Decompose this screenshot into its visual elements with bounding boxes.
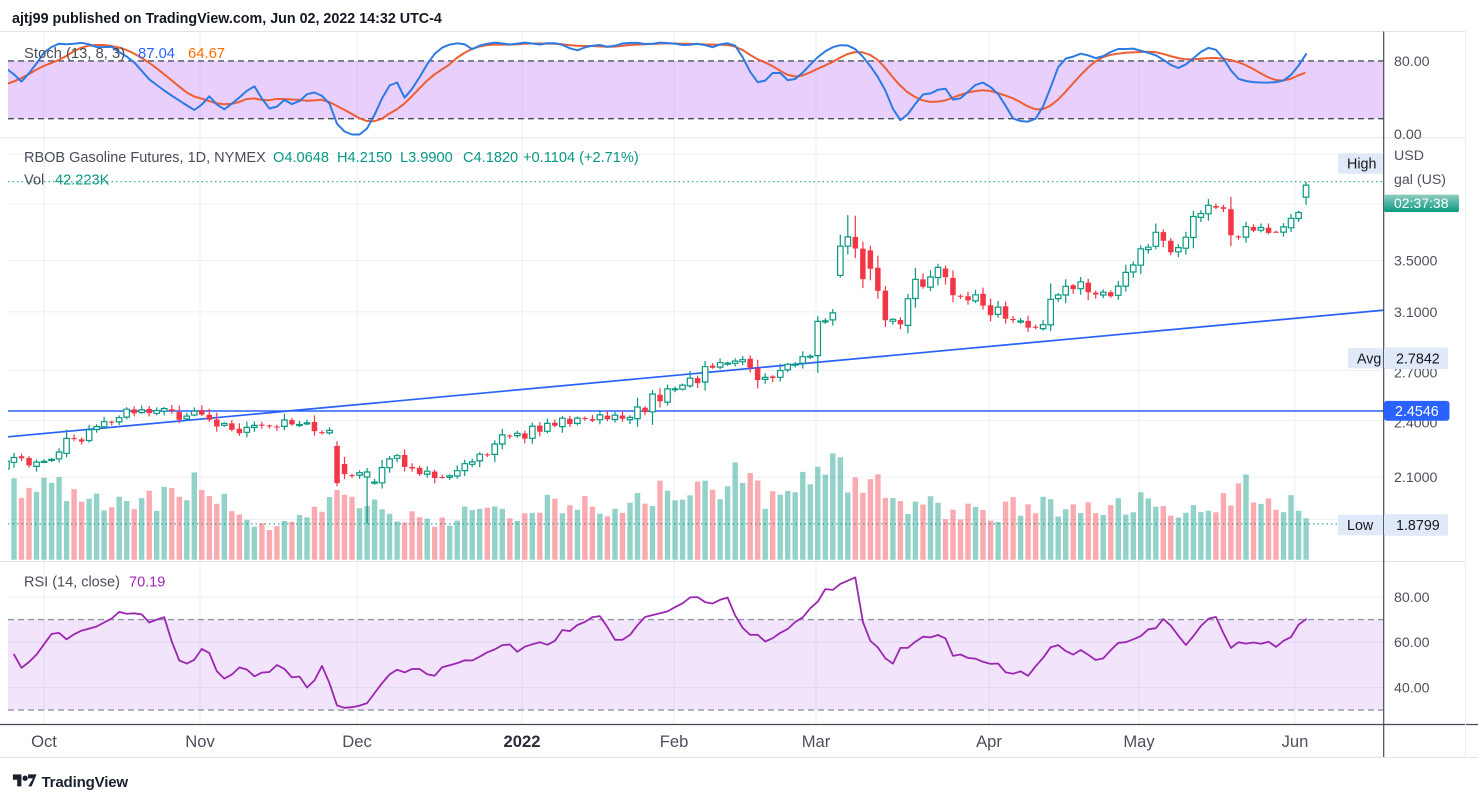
svg-text:Oct: Oct [31, 732, 57, 751]
svg-text:High: High [1347, 157, 1376, 173]
svg-text:Vol: Vol [24, 173, 44, 189]
svg-text:May: May [1123, 732, 1155, 751]
svg-text:Stoch (13, 8, 3): Stoch (13, 8, 3) [24, 46, 125, 62]
svg-text:gal (US): gal (US) [1394, 172, 1446, 188]
svg-text:RSI (14, close): RSI (14, close) [24, 575, 120, 591]
svg-text:3.5000: 3.5000 [1394, 254, 1438, 270]
svg-text:1.8799: 1.8799 [1396, 518, 1440, 534]
svg-text:ajtj99 published on TradingVie: ajtj99 published on TradingView.com, Jun… [12, 11, 442, 27]
svg-text:Low: Low [1347, 518, 1374, 534]
svg-text:70.19: 70.19 [129, 575, 165, 591]
svg-text:L3.9900: L3.9900 [400, 150, 453, 166]
svg-text:2.7000: 2.7000 [1394, 366, 1438, 382]
svg-text:60.00: 60.00 [1394, 635, 1430, 651]
svg-text:TradingView: TradingView [42, 774, 129, 791]
svg-text:0.00: 0.00 [1394, 127, 1422, 143]
svg-text:Avg: Avg [1357, 351, 1381, 367]
svg-text:42.223K: 42.223K [55, 173, 110, 189]
svg-text:Mar: Mar [802, 732, 831, 751]
svg-text:87.04: 87.04 [138, 46, 175, 62]
svg-text:40.00: 40.00 [1394, 681, 1430, 697]
svg-text:USD: USD [1394, 148, 1424, 164]
svg-text:Dec: Dec [342, 732, 372, 751]
svg-text:02:37:38: 02:37:38 [1394, 195, 1449, 211]
svg-text:Feb: Feb [660, 732, 689, 751]
svg-text:C4.1820: C4.1820 [463, 150, 518, 166]
svg-text:80.00: 80.00 [1394, 54, 1430, 70]
svg-text:O4.0648: O4.0648 [273, 150, 329, 166]
svg-text:+0.1104 (+2.71%): +0.1104 (+2.71%) [523, 150, 639, 166]
svg-text:3.1000: 3.1000 [1394, 305, 1438, 321]
svg-text:2022: 2022 [504, 732, 541, 751]
svg-text:80.00: 80.00 [1394, 590, 1430, 606]
svg-text:Jun: Jun [1282, 732, 1309, 751]
svg-text:RBOB Gasoline Futures, 1D, NYM: RBOB Gasoline Futures, 1D, NYMEX [24, 150, 266, 166]
svg-text:Nov: Nov [185, 732, 215, 751]
svg-text:2.7842: 2.7842 [1396, 351, 1440, 367]
svg-text:64.67: 64.67 [188, 46, 225, 62]
svg-text:2.4546: 2.4546 [1395, 404, 1439, 420]
svg-text:H4.2150: H4.2150 [337, 150, 392, 166]
svg-text:Apr: Apr [976, 732, 1002, 751]
svg-text:2.1000: 2.1000 [1394, 470, 1438, 486]
